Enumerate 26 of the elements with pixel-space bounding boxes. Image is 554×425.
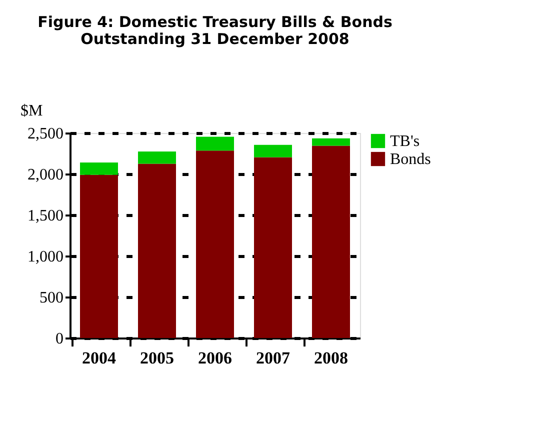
bar <box>196 150 234 338</box>
bar <box>138 151 176 164</box>
bar <box>80 162 118 175</box>
bar <box>312 146 350 338</box>
bar <box>196 136 234 151</box>
x-tick-label: 2007 <box>256 348 290 368</box>
text: Outstanding 31 December 2008 <box>80 30 350 48</box>
x-tick-label: 2008 <box>314 348 348 368</box>
y-axis-title: $M <box>20 102 43 120</box>
x-tick-label: 2006 <box>198 348 232 368</box>
y-tick-label: 2,000 <box>28 166 64 184</box>
y-tick-label: 2,500 <box>28 126 64 142</box>
bar <box>312 138 350 146</box>
x-tick-label: 2005 <box>140 348 174 368</box>
y-tick-label: 1,500 <box>28 208 64 224</box>
y-tick-label: 1,000 <box>28 248 64 266</box>
y-tick-label: 0 <box>56 330 64 348</box>
bar <box>80 174 118 338</box>
legend-label: TB's <box>390 133 420 150</box>
text: Figure 4: Domestic Treasury Bills & Bonds <box>38 13 392 31</box>
bar <box>138 164 176 338</box>
y-tick-label: 500 <box>40 290 64 306</box>
legend-label: Bonds <box>390 151 431 168</box>
bar <box>254 144 292 158</box>
x-tick-label: 2004 <box>82 348 116 368</box>
bar <box>254 157 292 338</box>
